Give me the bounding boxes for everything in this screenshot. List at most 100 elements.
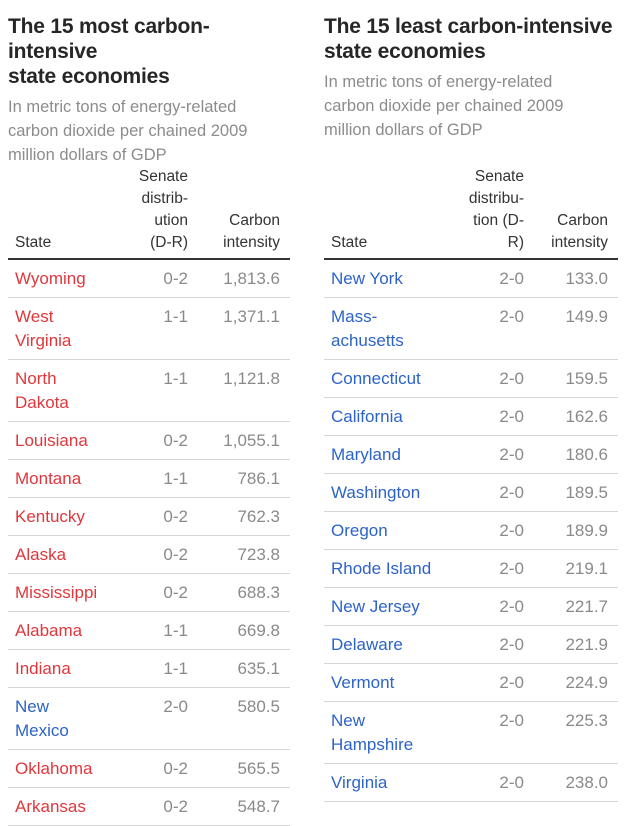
state-name: Mass- achusetts — [324, 297, 456, 360]
carbon-intensity: 224.9 — [524, 663, 618, 702]
header-senate-distribution: Senate distribu- tion (D- R) — [456, 166, 524, 260]
state-name: New Hampshire — [324, 701, 456, 764]
senate-distribution: 2-0 — [456, 473, 524, 512]
senate-distribution: 0-2 — [126, 749, 188, 788]
state-name: Vermont — [324, 663, 456, 702]
table-row: Delaware 2-0 221.9 — [324, 625, 618, 664]
table-row: Mass- achusetts 2-0 149.9 — [324, 297, 618, 360]
state-name: Montana — [8, 459, 126, 498]
senate-distribution: 1-1 — [126, 649, 188, 688]
senate-distribution: 2-0 — [456, 701, 524, 764]
state-name: Washington — [324, 473, 456, 512]
state-name: Indiana — [8, 649, 126, 688]
senate-distribution: 2-0 — [456, 587, 524, 626]
table-row: Connecticut 2-0 159.5 — [324, 359, 618, 398]
carbon-intensity: 635.1 — [188, 649, 290, 688]
carbon-intensity: 189.9 — [524, 511, 618, 550]
table-row: Louisiana 0-2 1,055.1 — [8, 421, 290, 460]
table-row: Alabama 1-1 669.8 — [8, 611, 290, 650]
least-intensive-table: State Senate distribu- tion (D- R) Carbo… — [324, 166, 618, 802]
state-name: Arkansas — [8, 787, 126, 826]
senate-distribution: 2-0 — [456, 435, 524, 474]
table-row: Oregon 2-0 189.9 — [324, 511, 618, 550]
table-header-row: State Senate distribu- tion (D- R) Carbo… — [324, 166, 618, 260]
carbon-intensity: 1,055.1 — [188, 421, 290, 460]
senate-distribution: 2-0 — [456, 663, 524, 702]
most-carbon-intensive-panel: The 15 most carbon-intensive state econo… — [8, 14, 290, 826]
senate-distribution: 0-2 — [126, 421, 188, 460]
state-name: Wyoming — [8, 259, 126, 298]
senate-distribution: 0-2 — [126, 787, 188, 826]
state-name: New Mexico — [8, 687, 126, 750]
table-row: New York 2-0 133.0 — [324, 259, 618, 298]
senate-distribution: 2-0 — [456, 549, 524, 588]
senate-distribution: 2-0 — [126, 687, 188, 750]
carbon-intensity: 219.1 — [524, 549, 618, 588]
state-name: Alabama — [8, 611, 126, 650]
table-row: Oklahoma 0-2 565.5 — [8, 749, 290, 788]
senate-distribution: 0-2 — [126, 497, 188, 536]
carbon-intensity: 1,813.6 — [188, 259, 290, 298]
carbon-intensity: 1,371.1 — [188, 297, 290, 360]
header-carbon-intensity: Carbon intensity — [188, 166, 290, 260]
carbon-intensity: 159.5 — [524, 359, 618, 398]
carbon-intensity: 221.9 — [524, 625, 618, 664]
carbon-intensity: 565.5 — [188, 749, 290, 788]
senate-distribution: 0-2 — [126, 535, 188, 574]
table-row: Mississippi 0-2 688.3 — [8, 573, 290, 612]
header-state: State — [8, 166, 126, 260]
carbon-intensity: 1,121.8 — [188, 359, 290, 422]
table-row: West Virginia 1-1 1,371.1 — [8, 297, 290, 360]
table-row: Kentucky 0-2 762.3 — [8, 497, 290, 536]
state-name: Oregon — [324, 511, 456, 550]
state-name: Oklahoma — [8, 749, 126, 788]
carbon-intensity: 189.5 — [524, 473, 618, 512]
table-row: Washington 2-0 189.5 — [324, 473, 618, 512]
state-name: North Dakota — [8, 359, 126, 422]
carbon-intensity: 221.7 — [524, 587, 618, 626]
state-name: West Virginia — [8, 297, 126, 360]
state-name: Virginia — [324, 763, 456, 802]
carbon-intensity: 688.3 — [188, 573, 290, 612]
table-row: Wyoming 0-2 1,813.6 — [8, 259, 290, 298]
senate-distribution: 1-1 — [126, 611, 188, 650]
least-carbon-intensive-panel: The 15 least carbon-intensive state econ… — [324, 14, 618, 802]
carbon-intensity: 580.5 — [188, 687, 290, 750]
header-state: State — [324, 166, 456, 260]
state-name: Mississippi — [8, 573, 126, 612]
carbon-intensity: 786.1 — [188, 459, 290, 498]
senate-distribution: 2-0 — [456, 259, 524, 298]
senate-distribution: 2-0 — [456, 511, 524, 550]
least-intensive-subtitle: In metric tons of energy-related carbon … — [324, 73, 564, 139]
table-row: Montana 1-1 786.1 — [8, 459, 290, 498]
senate-distribution: 2-0 — [456, 625, 524, 664]
senate-distribution: 1-1 — [126, 459, 188, 498]
carbon-intensity: 723.8 — [188, 535, 290, 574]
most-intensive-title: The 15 most carbon-intensive state econo… — [8, 15, 210, 88]
header-carbon-intensity: Carbon intensity — [524, 166, 618, 260]
state-name: Delaware — [324, 625, 456, 664]
table-row: Arkansas 0-2 548.7 — [8, 787, 290, 826]
table-row: North Dakota 1-1 1,121.8 — [8, 359, 290, 422]
table-header-row: State Senate distrib- ution (D-R) Carbon… — [8, 166, 290, 260]
carbon-intensity: 548.7 — [188, 787, 290, 826]
carbon-intensity: 133.0 — [524, 259, 618, 298]
state-name: California — [324, 397, 456, 436]
table-row: New Hampshire 2-0 225.3 — [324, 701, 618, 764]
state-name: Alaska — [8, 535, 126, 574]
table-row: New Mexico 2-0 580.5 — [8, 687, 290, 750]
header-senate-distribution: Senate distrib- ution (D-R) — [126, 166, 188, 260]
state-name: Louisiana — [8, 421, 126, 460]
state-name: New Jersey — [324, 587, 456, 626]
carbon-intensity: 162.6 — [524, 397, 618, 436]
state-name: Kentucky — [8, 497, 126, 536]
senate-distribution: 1-1 — [126, 359, 188, 422]
carbon-intensity: 225.3 — [524, 701, 618, 764]
least-intensive-title: The 15 least carbon-intensive state econ… — [324, 15, 613, 63]
senate-distribution: 2-0 — [456, 763, 524, 802]
table-row: Vermont 2-0 224.9 — [324, 663, 618, 702]
table-row: Rhode Island 2-0 219.1 — [324, 549, 618, 588]
senate-distribution: 0-2 — [126, 259, 188, 298]
senate-distribution: 2-0 — [456, 397, 524, 436]
senate-distribution: 2-0 — [456, 359, 524, 398]
